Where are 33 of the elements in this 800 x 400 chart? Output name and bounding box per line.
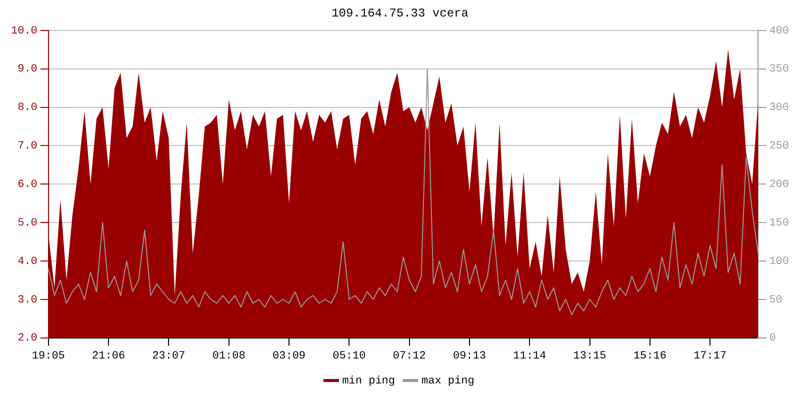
y2-tick-label: 50 bbox=[769, 294, 782, 306]
y2-tick-label: 150 bbox=[769, 217, 790, 230]
chart-title: 109.164.75.33 vcera bbox=[332, 6, 468, 20]
x-tick-label: 19:05 bbox=[32, 350, 65, 362]
y-tick-label: 3.0 bbox=[18, 294, 38, 306]
y-tick-label: 10.0 bbox=[11, 25, 38, 38]
y-tick-label: 4.0 bbox=[18, 256, 38, 268]
y2-tick-label: 400 bbox=[769, 25, 790, 38]
y-tick-label: 2.0 bbox=[18, 332, 38, 345]
x-tick-label: 13:15 bbox=[573, 350, 606, 362]
y2-tick-label: 350 bbox=[769, 64, 790, 76]
x-tick-label: 21:06 bbox=[92, 350, 126, 362]
y2-tick-label: 200 bbox=[769, 179, 790, 192]
x-tick-label: 09:13 bbox=[452, 350, 486, 362]
x-tick-label: 23:07 bbox=[152, 350, 186, 362]
x-tick-label: 05:10 bbox=[332, 350, 366, 362]
y-tick-label: 7.0 bbox=[18, 140, 38, 153]
legend-label: max ping bbox=[422, 375, 474, 388]
y-tick-label: 8.0 bbox=[18, 102, 38, 114]
x-tick-label: 15:16 bbox=[633, 350, 666, 362]
y2-tick-label: 100 bbox=[769, 256, 790, 268]
legend-label: min ping bbox=[342, 375, 396, 388]
y-tick-label: 9.0 bbox=[18, 64, 38, 76]
y2-tick-label: 0 bbox=[769, 332, 776, 345]
y2-tick-label: 300 bbox=[769, 102, 790, 114]
x-tick-label: 03:09 bbox=[272, 350, 306, 362]
x-tick-label: 01:08 bbox=[212, 350, 246, 362]
x-tick-label: 17:17 bbox=[694, 350, 727, 362]
y-tick-label: 5.0 bbox=[18, 217, 38, 230]
y-tick-label: 6.0 bbox=[18, 179, 38, 192]
x-tick-label: 07:12 bbox=[392, 350, 426, 362]
y2-tick-label: 250 bbox=[769, 140, 790, 153]
x-tick-label: 11:14 bbox=[513, 350, 547, 362]
